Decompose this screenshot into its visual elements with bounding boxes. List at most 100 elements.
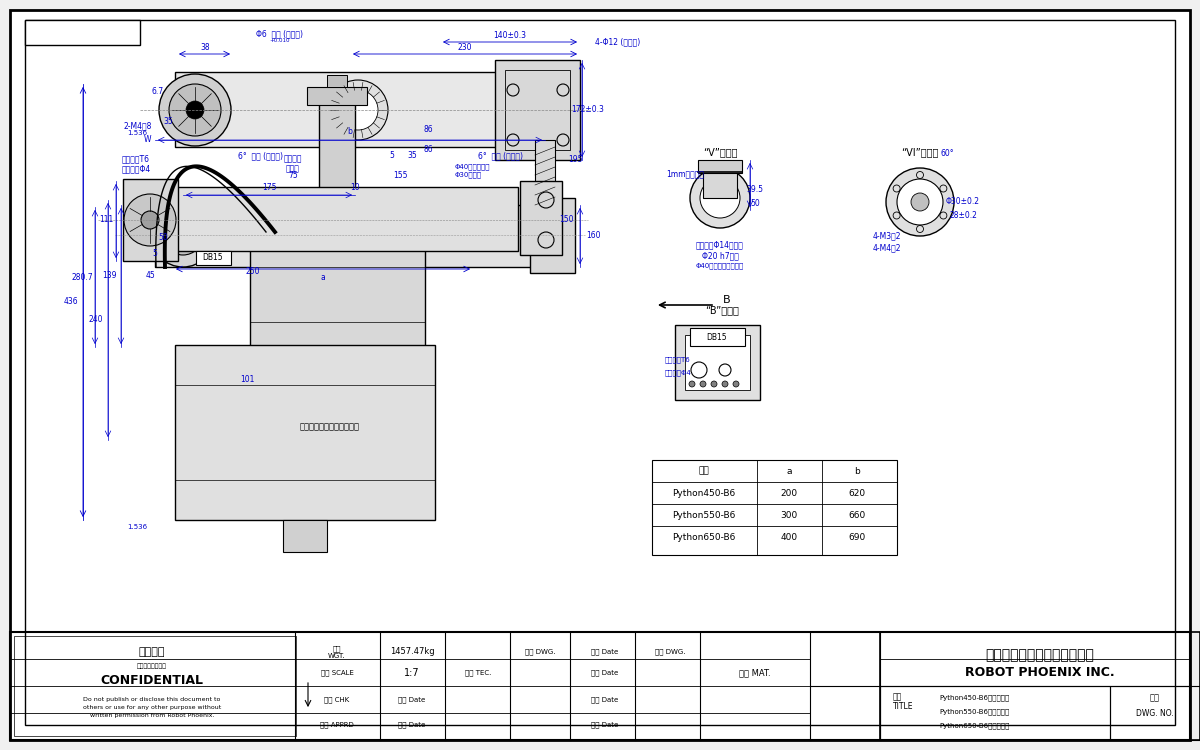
Text: 注：机械停止位的冲程余量: 注：机械停止位的冲程余量 bbox=[300, 422, 360, 431]
Bar bbox=[173, 187, 518, 251]
Text: 45: 45 bbox=[145, 271, 155, 280]
Text: 名称
TITLE: 名称 TITLE bbox=[893, 692, 913, 712]
Text: 2-M4✅8: 2-M4✅8 bbox=[124, 122, 152, 130]
Text: 690: 690 bbox=[848, 532, 865, 542]
Text: 172±0.3: 172±0.3 bbox=[571, 106, 605, 115]
Text: a: a bbox=[786, 466, 792, 476]
Text: 日期 Date: 日期 Date bbox=[592, 722, 619, 728]
Text: Φ40机械停止位置定位: Φ40机械停止位置定位 bbox=[696, 262, 744, 269]
Text: DB15: DB15 bbox=[707, 332, 727, 341]
Bar bbox=[175, 345, 436, 520]
Text: 日期 Date: 日期 Date bbox=[398, 697, 426, 703]
Circle shape bbox=[142, 211, 158, 229]
Text: b: b bbox=[854, 466, 860, 476]
Text: Φ30成天上: Φ30成天上 bbox=[455, 172, 482, 178]
Text: 用户气管Τ6: 用户气管Τ6 bbox=[122, 154, 150, 164]
Text: 160: 160 bbox=[586, 232, 600, 241]
Text: 140±0.3: 140±0.3 bbox=[493, 31, 527, 40]
Circle shape bbox=[186, 101, 204, 119]
Bar bbox=[307, 87, 367, 105]
Text: 75: 75 bbox=[288, 170, 298, 179]
Text: 39.5: 39.5 bbox=[746, 185, 763, 194]
Bar bbox=[10, 632, 1190, 740]
Text: Python550-B6: Python550-B6 bbox=[672, 511, 736, 520]
Text: 300: 300 bbox=[780, 511, 798, 520]
Text: 1:7: 1:7 bbox=[404, 668, 420, 678]
Text: 4-M4✅2: 4-M4✅2 bbox=[872, 244, 901, 253]
Circle shape bbox=[911, 193, 929, 211]
Circle shape bbox=[338, 90, 378, 130]
Text: Φ40机械停止位: Φ40机械停止位 bbox=[455, 164, 491, 170]
Text: 重量
WGT.: 重量 WGT. bbox=[328, 645, 346, 658]
Bar bbox=[535, 140, 554, 205]
Text: “VI”部视图: “VI”部视图 bbox=[901, 147, 938, 157]
Text: 250: 250 bbox=[246, 266, 260, 275]
Text: 最大允许Φ14通道孔: 最大允许Φ14通道孔 bbox=[696, 241, 744, 250]
Text: written permission from Robot Phoenix.: written permission from Robot Phoenix. bbox=[90, 713, 215, 718]
Circle shape bbox=[700, 178, 740, 218]
Text: 图号: 图号 bbox=[1150, 694, 1160, 703]
Text: 日期 Date: 日期 Date bbox=[592, 649, 619, 656]
Bar bbox=[698, 160, 742, 173]
Text: 用户气管Φ4: 用户气管Φ4 bbox=[121, 164, 151, 173]
Text: 620: 620 bbox=[848, 488, 865, 497]
Text: others or use for any other purpose without: others or use for any other purpose with… bbox=[83, 706, 221, 710]
Text: 指将按鈕: 指将按鈕 bbox=[283, 154, 302, 164]
Circle shape bbox=[163, 215, 203, 255]
Text: 35: 35 bbox=[163, 118, 173, 127]
Text: 86: 86 bbox=[424, 146, 433, 154]
Text: 35: 35 bbox=[407, 152, 416, 160]
Text: Φ30±0.2: Φ30±0.2 bbox=[946, 197, 980, 206]
Text: 机密文件: 机密文件 bbox=[139, 647, 166, 657]
Text: 195: 195 bbox=[568, 155, 582, 164]
Text: 175: 175 bbox=[262, 182, 276, 191]
Text: b: b bbox=[348, 128, 353, 136]
Text: Do not publish or disclose this document to: Do not publish or disclose this document… bbox=[83, 698, 221, 703]
Text: 日期 Date: 日期 Date bbox=[592, 697, 619, 703]
Text: B: B bbox=[724, 295, 731, 305]
Text: Φ6  密等 (定位孔): Φ6 密等 (定位孔) bbox=[257, 29, 304, 38]
Circle shape bbox=[158, 74, 230, 146]
Bar bbox=[690, 328, 745, 346]
Text: “V”部视图: “V”部视图 bbox=[703, 147, 737, 157]
Circle shape bbox=[886, 168, 954, 236]
Text: 111: 111 bbox=[98, 215, 113, 224]
Text: CONFIDENTIAL: CONFIDENTIAL bbox=[101, 674, 204, 686]
Bar bbox=[283, 520, 326, 552]
Text: 6.7: 6.7 bbox=[152, 88, 164, 97]
Circle shape bbox=[175, 227, 191, 243]
Text: 150: 150 bbox=[559, 215, 574, 224]
Text: 用户气管Φ4: 用户气管Φ4 bbox=[665, 370, 691, 376]
Text: 230: 230 bbox=[457, 43, 473, 52]
Text: 101: 101 bbox=[240, 376, 254, 385]
Text: 50: 50 bbox=[750, 200, 760, 208]
Text: 86: 86 bbox=[424, 125, 433, 134]
Text: 240: 240 bbox=[89, 316, 103, 325]
Bar bbox=[652, 460, 898, 555]
Text: 38: 38 bbox=[200, 43, 210, 52]
Text: 校对 CHK: 校对 CHK bbox=[324, 697, 349, 703]
Bar bbox=[319, 97, 355, 242]
Text: ROBOT PHOENIX INC.: ROBOT PHOENIX INC. bbox=[965, 667, 1115, 680]
Bar bbox=[530, 198, 575, 273]
Text: 指示灯: 指示灯 bbox=[286, 164, 300, 173]
Text: 1.536: 1.536 bbox=[127, 524, 148, 530]
Bar bbox=[880, 686, 1110, 740]
Text: 描图 DWG.: 描图 DWG. bbox=[655, 649, 685, 656]
Text: “B”部详图: “B”部详图 bbox=[706, 305, 739, 315]
Circle shape bbox=[690, 168, 750, 228]
Text: 日期 Date: 日期 Date bbox=[592, 670, 619, 676]
Text: DWG. NO.: DWG. NO. bbox=[1136, 709, 1174, 718]
Text: 60°: 60° bbox=[940, 149, 954, 158]
Text: 400: 400 bbox=[780, 532, 798, 542]
Text: 日期 Date: 日期 Date bbox=[398, 722, 426, 728]
Text: 机型: 机型 bbox=[698, 466, 709, 476]
Text: 4-M3✅2: 4-M3✅2 bbox=[872, 232, 901, 241]
Text: 1457.47kg: 1457.47kg bbox=[390, 647, 434, 656]
Text: 批准 APPRD: 批准 APPRD bbox=[320, 722, 354, 728]
Text: 5: 5 bbox=[152, 248, 157, 257]
Text: Python650-B6整机外形图: Python650-B6整机外形图 bbox=[940, 723, 1010, 729]
Text: 6°  宼度 (定位孔): 6° 宼度 (定位孔) bbox=[478, 152, 522, 160]
Text: 10: 10 bbox=[350, 184, 360, 193]
Text: 1mm平面切槽: 1mm平面切槽 bbox=[666, 170, 704, 178]
